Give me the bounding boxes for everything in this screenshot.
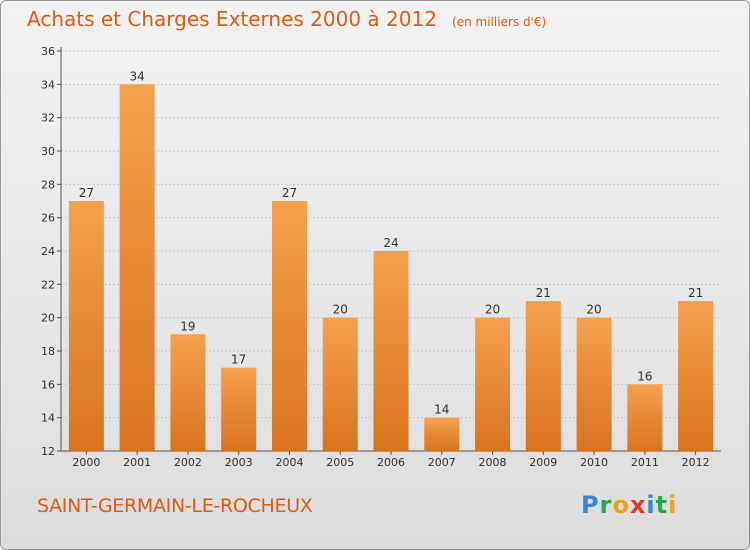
bar	[68, 201, 104, 451]
chart-unit: (en milliers d'€)	[452, 15, 547, 29]
y-tick-labels: 12 14 16 18 20 22 24 26 28 30 32 34 36	[41, 45, 55, 458]
logo-letter: P	[581, 491, 600, 519]
chart-title: Achats et Charges Externes 2000 à 2012	[27, 7, 437, 31]
x-tick-label: 2009	[529, 456, 557, 469]
bar-value-label: 19	[180, 319, 195, 333]
bar	[678, 301, 714, 451]
x-tick-label: 2003	[225, 456, 253, 469]
bar	[525, 301, 561, 451]
bar	[475, 317, 511, 451]
x-tick-label: 2000	[72, 456, 100, 469]
bar-value-label: 21	[688, 286, 703, 300]
bar	[373, 251, 409, 451]
y-tick-label: 18	[41, 345, 55, 358]
x-tick-label: 2001	[123, 456, 151, 469]
x-tick-label: 2011	[631, 456, 659, 469]
bar	[221, 367, 257, 451]
logo-letter: i	[646, 491, 656, 519]
y-tick-label: 12	[41, 445, 55, 458]
x-tick-label: 2002	[174, 456, 202, 469]
y-tick-label: 34	[41, 78, 55, 91]
logo-letter: t	[655, 491, 669, 519]
x-tick-label: 2010	[580, 456, 608, 469]
logo-letter: o	[612, 491, 630, 519]
bar	[576, 317, 612, 451]
y-tick-label: 22	[41, 278, 55, 291]
y-tick-label: 26	[41, 212, 55, 225]
y-tick-label: 14	[41, 412, 55, 425]
bar-value-label: 34	[130, 69, 145, 83]
y-tick-label: 16	[41, 378, 55, 391]
x-tick-label: 2006	[377, 456, 405, 469]
x-tick-label: 2012	[682, 456, 710, 469]
data-labels: 27 34 19 17 27 20 24 14 20 21 20 16 21	[79, 69, 704, 416]
bar	[119, 84, 155, 451]
x-tick-label: 2004	[275, 456, 303, 469]
logo-letter: x	[629, 491, 647, 519]
y-tick-label: 20	[41, 312, 55, 325]
logo-letter: r	[599, 491, 613, 519]
title-row: Achats et Charges Externes 2000 à 2012 (…	[27, 7, 546, 31]
bar-value-label: 20	[485, 303, 500, 317]
bar-value-label: 17	[231, 353, 246, 367]
y-tick-label: 32	[41, 112, 55, 125]
bar-value-label: 21	[536, 286, 551, 300]
bar	[271, 201, 307, 451]
bar	[170, 334, 206, 451]
commune-name: SAINT-GERMAIN-LE-ROCHEUX	[37, 495, 313, 517]
bar-value-label: 20	[333, 303, 348, 317]
bar-value-label: 16	[637, 369, 652, 383]
bar-value-label: 27	[79, 186, 94, 200]
bar-value-label: 14	[434, 403, 449, 417]
x-tick-label: 2005	[326, 456, 354, 469]
x-tick-label: 2007	[428, 456, 456, 469]
bar-value-label: 20	[586, 303, 601, 317]
bar	[424, 417, 460, 451]
bars	[68, 84, 714, 451]
bar	[627, 384, 663, 451]
x-tick-label: 2008	[479, 456, 507, 469]
bar-value-label: 27	[282, 186, 297, 200]
proxiti-logo: Proxiti	[581, 491, 677, 519]
logo-letter: i	[668, 491, 678, 519]
y-tick-label: 36	[41, 45, 55, 58]
y-tick-label: 24	[41, 245, 55, 258]
x-tick-labels: 2000 2001 2002 2003 2004 2005 2006 2007 2008 2009…	[72, 456, 709, 469]
y-tick-label: 30	[41, 145, 55, 158]
bar-value-label: 24	[383, 236, 398, 250]
bar	[322, 317, 358, 451]
y-tick-label: 28	[41, 178, 55, 191]
